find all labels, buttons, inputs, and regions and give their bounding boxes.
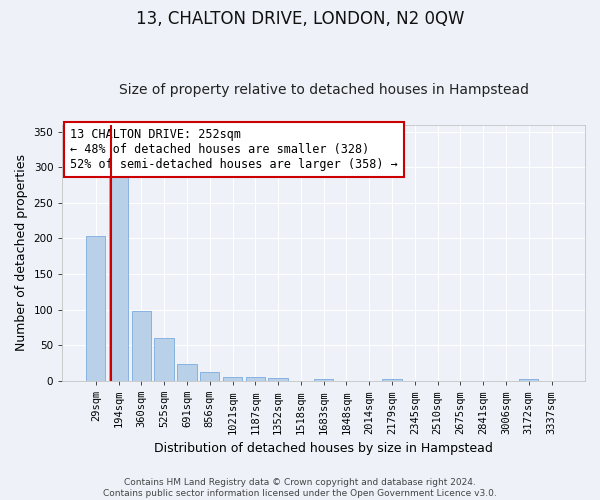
Text: Contains HM Land Registry data © Crown copyright and database right 2024.
Contai: Contains HM Land Registry data © Crown c…: [103, 478, 497, 498]
Bar: [245, 378, 265, 381]
Text: 13, CHALTON DRIVE, LONDON, N2 0QW: 13, CHALTON DRIVE, LONDON, N2 0QW: [136, 10, 464, 28]
Bar: [131, 311, 151, 381]
Text: 13 CHALTON DRIVE: 252sqm
← 48% of detached houses are smaller (328)
52% of semi-: 13 CHALTON DRIVE: 252sqm ← 48% of detach…: [70, 128, 398, 172]
Bar: [86, 236, 106, 381]
Bar: [268, 378, 288, 381]
Y-axis label: Number of detached properties: Number of detached properties: [15, 154, 28, 351]
Bar: [177, 364, 197, 381]
X-axis label: Distribution of detached houses by size in Hampstead: Distribution of detached houses by size …: [154, 442, 493, 455]
Bar: [382, 379, 402, 381]
Bar: [519, 380, 538, 381]
Bar: [314, 380, 334, 381]
Bar: [154, 338, 174, 381]
Bar: [109, 174, 128, 381]
Title: Size of property relative to detached houses in Hampstead: Size of property relative to detached ho…: [119, 83, 529, 97]
Bar: [200, 372, 220, 381]
Bar: [223, 376, 242, 381]
